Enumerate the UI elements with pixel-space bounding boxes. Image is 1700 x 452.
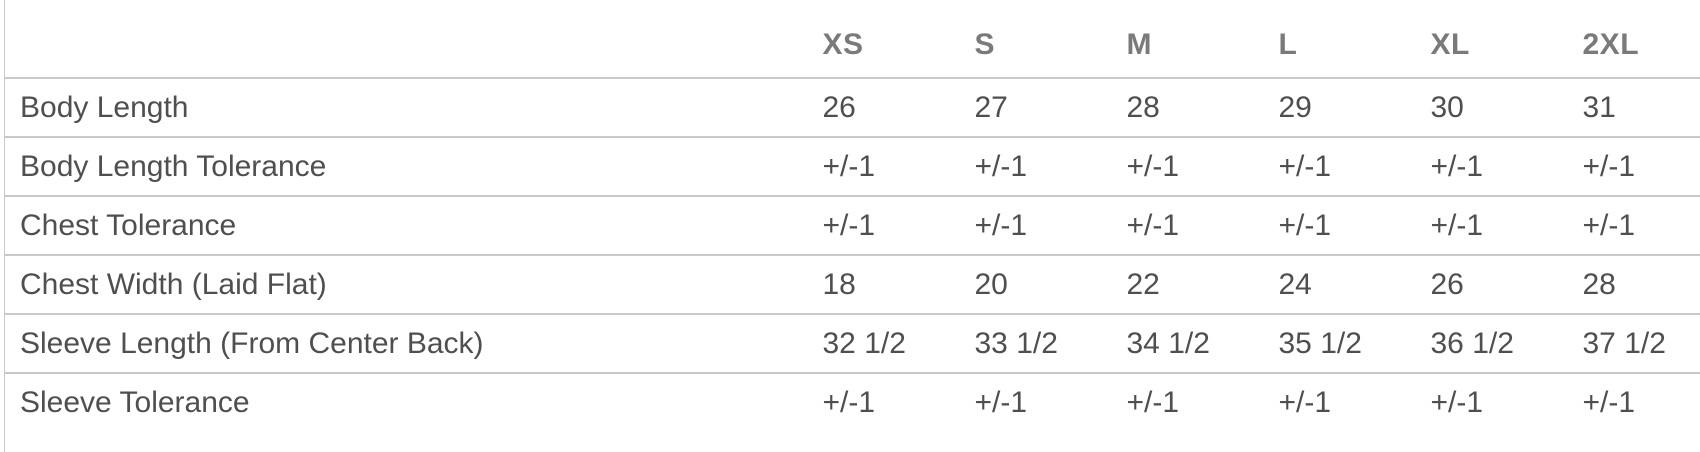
cell-value: +/-1	[1126, 373, 1279, 452]
row-label: Sleeve Length (From Center Back)	[4, 314, 823, 374]
cell-value: 29	[1278, 78, 1431, 138]
cell-value: +/-1	[1582, 137, 1700, 197]
cell-value: +/-1	[1278, 373, 1431, 452]
cell-value: +/-1	[974, 196, 1127, 256]
cell-value: 18	[822, 255, 975, 315]
table-row-chest-tolerance: Chest Tolerance +/-1 +/-1 +/-1 +/-1 +/-1…	[4, 196, 1700, 256]
cell-value: +/-1	[1582, 373, 1700, 452]
table-row-chest-width: Chest Width (Laid Flat) 18 20 22 24 26 2…	[4, 255, 1700, 315]
header-empty-cell	[4, 0, 823, 79]
cell-value: 24	[1278, 255, 1431, 315]
cell-value: +/-1	[1430, 373, 1583, 452]
table-row-sleeve-length: Sleeve Length (From Center Back) 32 1/2 …	[4, 314, 1700, 374]
cell-value: 22	[1126, 255, 1279, 315]
column-header-s: S	[974, 0, 1127, 79]
cell-value: +/-1	[1430, 137, 1583, 197]
cell-value: 26	[822, 78, 975, 138]
column-header-m: M	[1126, 0, 1279, 79]
cell-value: 20	[974, 255, 1127, 315]
row-label: Chest Tolerance	[4, 196, 823, 256]
cell-value: 32 1/2	[822, 314, 975, 374]
size-chart-table: XS S M L XL 2XL Body Length 26 27 28 29 …	[4, 0, 1700, 452]
cell-value: +/-1	[1126, 137, 1279, 197]
row-label: Sleeve Tolerance	[4, 373, 823, 452]
cell-value: +/-1	[822, 373, 975, 452]
cell-value: 34 1/2	[1126, 314, 1279, 374]
row-label: Chest Width (Laid Flat)	[4, 255, 823, 315]
table-row-sleeve-tolerance: Sleeve Tolerance +/-1 +/-1 +/-1 +/-1 +/-…	[4, 373, 1700, 452]
cell-value: +/-1	[822, 137, 975, 197]
row-label: Body Length	[4, 78, 823, 138]
cell-value: 35 1/2	[1278, 314, 1431, 374]
column-header-l: L	[1278, 0, 1431, 79]
table-row-body-length-tolerance: Body Length Tolerance +/-1 +/-1 +/-1 +/-…	[4, 137, 1700, 197]
cell-value: 26	[1430, 255, 1583, 315]
cell-value: 30	[1430, 78, 1583, 138]
size-chart-header-row: XS S M L XL 2XL	[4, 0, 1700, 79]
cell-value: +/-1	[974, 137, 1127, 197]
cell-value: 27	[974, 78, 1127, 138]
row-label: Body Length Tolerance	[4, 137, 823, 197]
cell-value: +/-1	[822, 196, 975, 256]
cell-value: 31	[1582, 78, 1700, 138]
cell-value: +/-1	[1430, 196, 1583, 256]
cell-value: +/-1	[1582, 196, 1700, 256]
column-header-2xl: 2XL	[1582, 0, 1700, 79]
column-header-xs: XS	[822, 0, 975, 79]
cell-value: 33 1/2	[974, 314, 1127, 374]
cell-value: +/-1	[1126, 196, 1279, 256]
cell-value: 28	[1582, 255, 1700, 315]
cell-value: 36 1/2	[1430, 314, 1583, 374]
cell-value: 28	[1126, 78, 1279, 138]
table-row-body-length: Body Length 26 27 28 29 30 31	[4, 78, 1700, 138]
cell-value: +/-1	[1278, 196, 1431, 256]
cell-value: +/-1	[1278, 137, 1431, 197]
cell-value: +/-1	[974, 373, 1127, 452]
cell-value: 37 1/2	[1582, 314, 1700, 374]
column-header-xl: XL	[1430, 0, 1583, 79]
